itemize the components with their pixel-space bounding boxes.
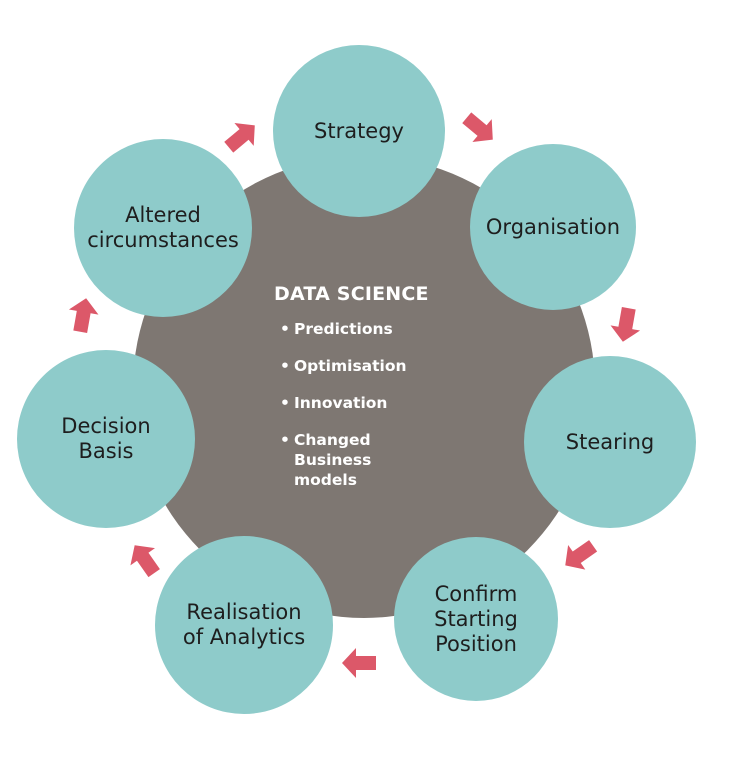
stage-realisation-label: Realisation of Analytics: [182, 600, 306, 649]
arrow-right-icon: [565, 540, 598, 570]
center-list-item: Predictions: [274, 319, 464, 339]
arrow-right-icon: [610, 307, 641, 342]
center-list-item: Innovation: [274, 393, 464, 413]
center-list-item: Changed Business models: [274, 430, 464, 490]
stage-decision-label: Decision Basis: [61, 414, 151, 463]
center-title: DATA SCIENCE: [274, 283, 429, 305]
stage-realisation-of-analytics: Realisation of Analytics: [155, 536, 333, 714]
arrow-right-icon: [462, 112, 493, 143]
stage-decision-basis: Decision Basis: [17, 350, 195, 528]
stage-confirm-starting-position: Confirm Starting Position: [394, 537, 558, 701]
stage-strategy: Strategy: [273, 45, 445, 217]
center-text: DATA SCIENCE Predictions Optimisation In…: [274, 283, 464, 507]
stage-organisation-label: Organisation: [485, 214, 621, 239]
stage-altered-circumstances: Altered circumstances: [74, 139, 252, 317]
arrow-right-icon: [224, 122, 255, 153]
stage-stearing-label: Stearing: [565, 429, 655, 454]
center-list-item: Optimisation: [274, 356, 464, 376]
center-list: Predictions Optimisation Innovation Chan…: [274, 319, 464, 490]
stage-altered-label: Altered circumstances: [87, 203, 239, 252]
stage-strategy-label: Strategy: [314, 118, 404, 143]
arrow-right-icon: [342, 648, 376, 678]
stage-organisation: Organisation: [470, 144, 636, 310]
stage-stearing: Stearing: [524, 356, 696, 528]
stage-confirm-label: Confirm Starting Position: [434, 581, 518, 656]
arrow-right-icon: [130, 545, 160, 578]
arrow-right-icon: [68, 298, 99, 333]
